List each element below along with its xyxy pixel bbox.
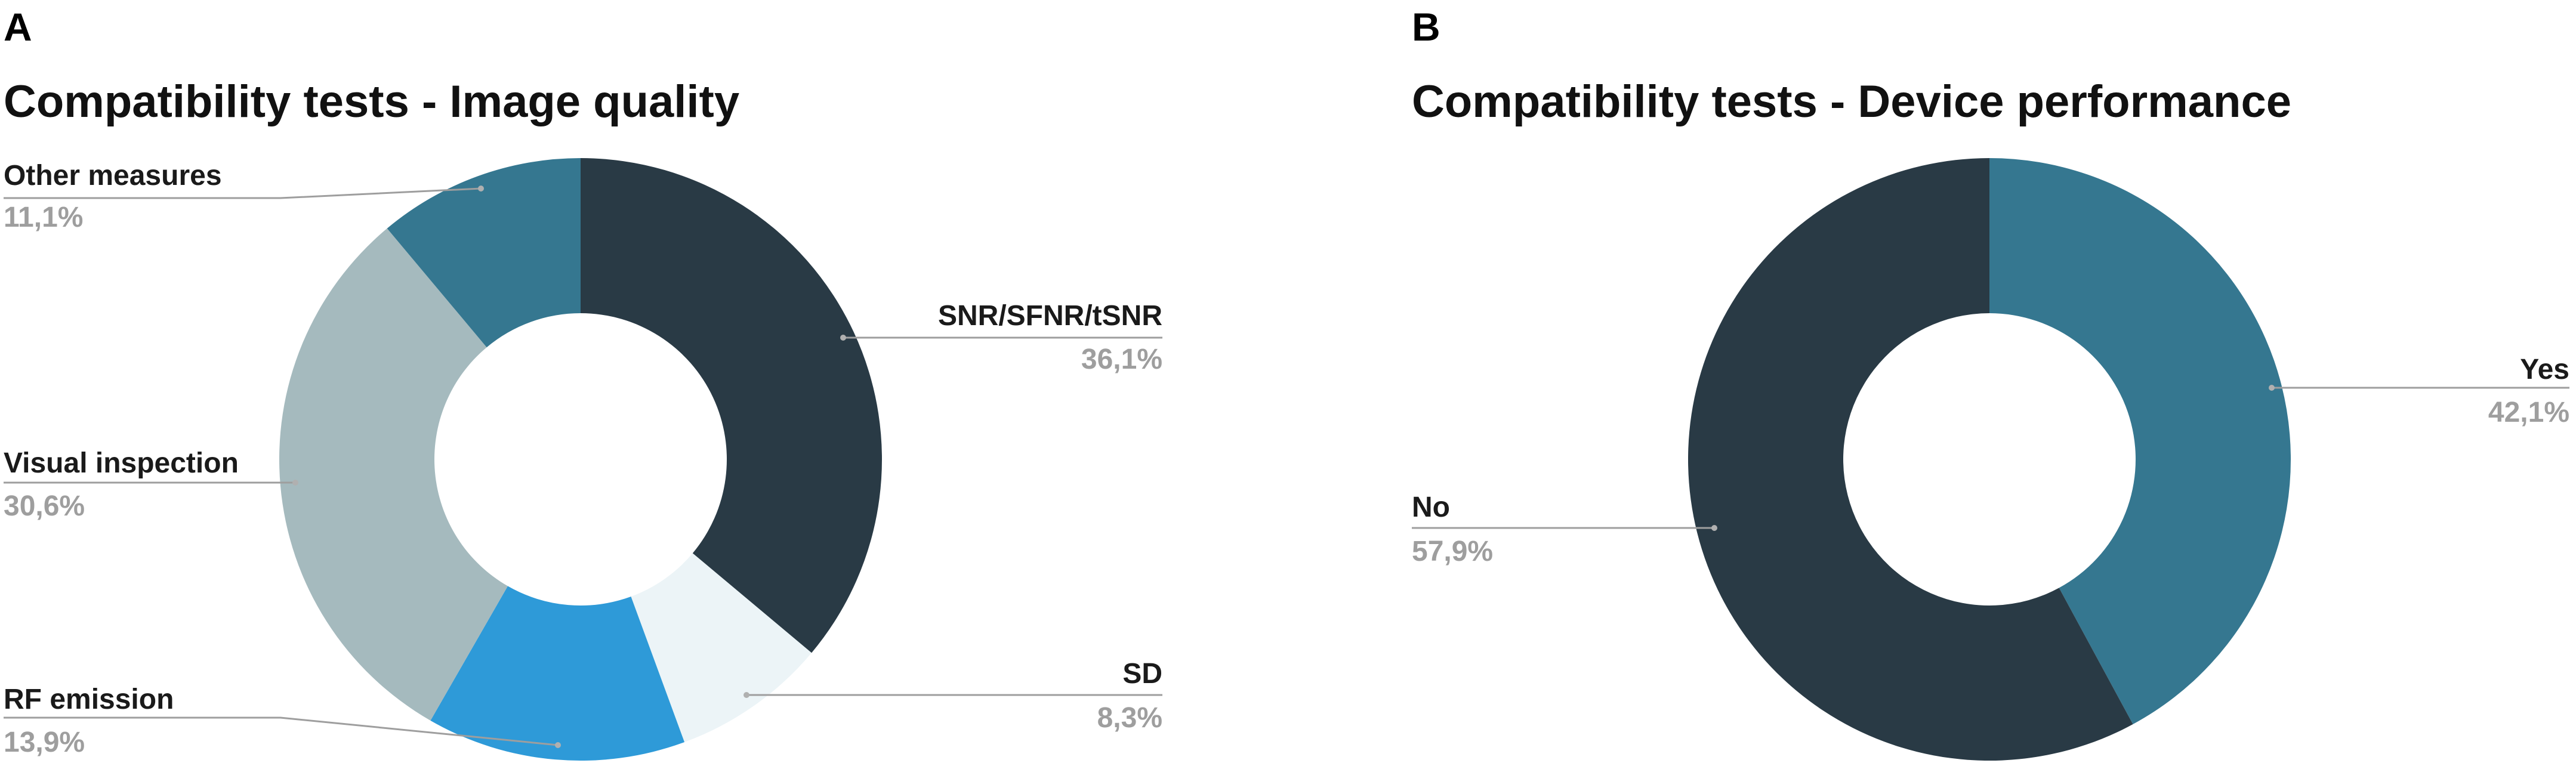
slice-label-snr-sfnr-tsnr: SNR/SFNR/tSNR [938, 300, 1162, 332]
leader-dot-visual-inspection [292, 480, 298, 486]
leader-dot-rf-emission [555, 742, 561, 748]
slice-label-sd: SD [1122, 658, 1162, 690]
slice-label-yes: Yes [2520, 354, 2569, 385]
slice-value-no: 57,9% [1412, 536, 1493, 567]
leader-dot-no [1711, 525, 1717, 531]
slice-label-visual-inspection: Visual inspection [4, 447, 239, 479]
slice-snr-sfnr-tsnr [581, 158, 883, 653]
chart-title-a: Compatibility tests - Image quality [4, 76, 739, 127]
slice-value-yes: 42,1% [2488, 397, 2569, 428]
slice-label-rf-emission: RF emission [4, 684, 174, 715]
slice-value-rf-emission: 13,9% [4, 727, 85, 758]
leader-dot-other-measures [478, 186, 484, 191]
leader-dot-yes [2269, 385, 2275, 391]
leader-dot-snr-sfnr-tsnr [840, 335, 846, 341]
chart-title-b: Compatibility tests - Device performance [1412, 76, 2291, 127]
leader-line-other-measures [4, 187, 482, 199]
leader-line-rf-emission [4, 716, 559, 746]
slice-yes [1989, 158, 2291, 725]
slice-label-other-measures: Other measures [4, 160, 222, 191]
slice-no [1687, 158, 2133, 761]
slice-visual-inspection [279, 228, 508, 721]
slice-value-visual-inspection: 30,6% [4, 490, 85, 522]
panel-letter-a: A [4, 5, 32, 49]
slice-value-snr-sfnr-tsnr: 36,1% [1081, 344, 1162, 375]
slice-label-no: No [1412, 492, 1450, 523]
panel-b: B Compatibility tests - Device performan… [1412, 5, 2569, 761]
slice-value-other-measures: 11,1% [4, 202, 83, 233]
slice-value-sd: 8,3% [1097, 702, 1162, 734]
donut-b [1687, 158, 2291, 761]
leader-dot-sd [744, 692, 749, 698]
slice-other-measures [387, 158, 581, 348]
donut-a [279, 158, 883, 761]
panel-a: A Compatibility tests - Image quality SN… [4, 5, 1162, 761]
panel-letter-b: B [1412, 5, 1440, 49]
slice-rf-emission [430, 586, 685, 761]
